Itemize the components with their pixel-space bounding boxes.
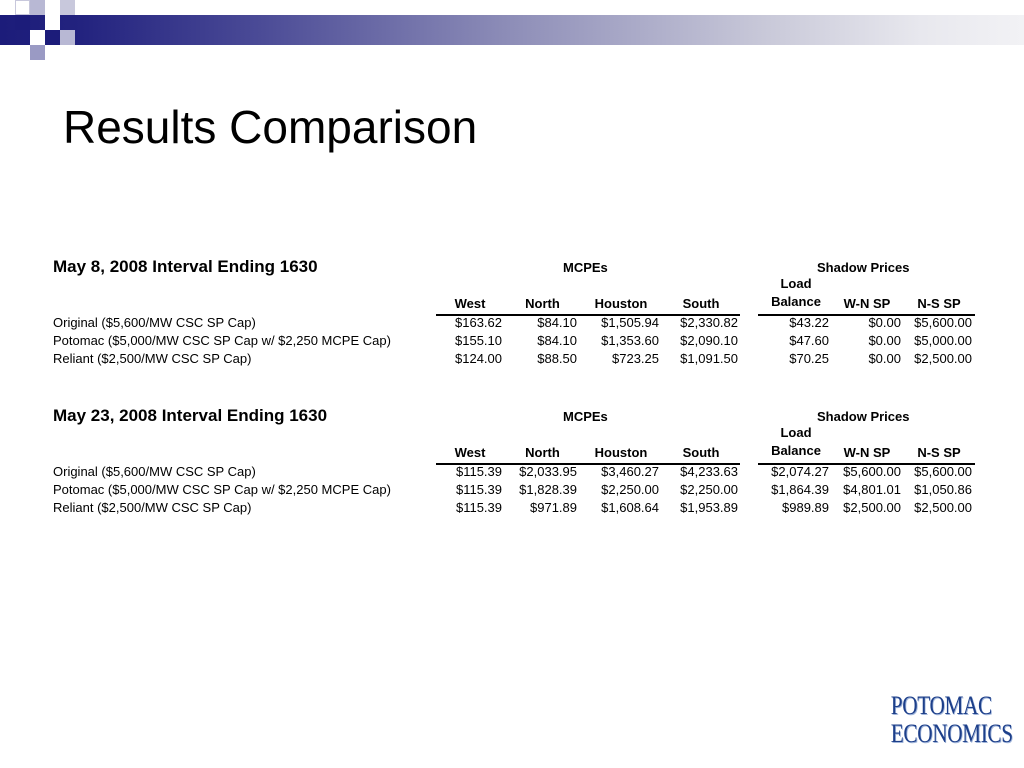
cell-houston: $1,505.94 [601,315,659,330]
table-heading: May 8, 2008 Interval Ending 1630 [53,257,318,276]
header-decoration-square [45,15,60,30]
cell-south: $1,953.89 [680,500,738,515]
cell-houston: $1,608.64 [601,500,659,515]
logo-line-2: ECONOMICS [890,719,1013,748]
cell-wn-sp: $0.00 [868,351,901,366]
col-header-load-balance-line1: Load [780,425,812,440]
cell-ns-sp: $5,000.00 [914,333,972,348]
cell-load-balance: $47.60 [789,333,829,348]
cell-south: $1,091.50 [680,351,738,366]
col-header-houston: Houston [594,445,648,460]
group-title-mcpes: MCPEs [563,260,608,275]
cell-houston: $3,460.27 [601,464,659,479]
col-header-west: West [454,296,486,311]
table-heading: May 23, 2008 Interval Ending 1630 [53,406,328,425]
cell-houston: $1,353.60 [601,333,659,348]
cell-south: $2,330.82 [680,315,738,330]
cell-west: $115.39 [455,500,502,515]
header-decoration-square [60,0,75,15]
cell-north: $1,828.39 [519,482,577,497]
cell-ns-sp: $5,600.00 [914,315,972,330]
cell-ns-sp: $1,050.86 [914,482,972,497]
col-header-ns-sp: N-S SP [917,445,961,460]
group-title-shadow-prices: Shadow Prices [817,409,910,424]
col-header-load-balance-line2: Balance [771,294,821,309]
cell-north: $971.89 [530,500,577,515]
cell-load-balance: $989.89 [782,500,829,515]
col-header-wn-sp: W-N SP [843,445,891,460]
cell-wn-sp: $0.00 [868,333,901,348]
cell-ns-sp: $5,600.00 [914,464,972,479]
cell-north: $84.10 [537,315,577,330]
row-label: Reliant ($2,500/MW CSC SP Cap) [53,351,252,366]
header-rule-shadow [758,463,975,465]
cell-south: $4,233.63 [680,464,738,479]
cell-load-balance: $43.22 [789,315,829,330]
group-title-shadow-prices: Shadow Prices [817,260,910,275]
col-header-load-balance-line2: Balance [771,443,821,458]
col-header-load-balance: Load Balance [760,275,832,311]
cell-wn-sp: $0.00 [868,315,901,330]
col-header-houston: Houston [594,296,648,311]
page-title: Results Comparison [63,101,478,153]
row-label: Reliant ($2,500/MW CSC SP Cap) [53,500,252,515]
row-label: Original ($5,600/MW CSC SP Cap) [53,464,256,479]
header-decoration-square [60,30,75,45]
cell-houston: $723.25 [612,351,659,366]
cell-load-balance: $70.25 [789,351,829,366]
cell-south: $2,250.00 [680,482,738,497]
cell-south: $2,090.10 [680,333,738,348]
header-decoration-square [45,30,60,45]
col-header-south: South [682,296,720,311]
header-rule-mcpes [436,463,740,465]
header-rule-shadow [758,314,975,316]
col-header-west: West [454,445,486,460]
cell-ns-sp: $2,500.00 [914,351,972,366]
cell-wn-sp: $2,500.00 [843,500,901,515]
cell-ns-sp: $2,500.00 [914,500,972,515]
row-label: Potomac ($5,000/MW CSC SP Cap w/ $2,250 … [53,482,391,497]
results-table-2: May 23, 2008 Interval Ending 1630 MCPEs … [0,404,1024,524]
col-header-north: North [525,445,560,460]
header-decoration-square [30,45,45,60]
cell-west: $115.39 [455,482,502,497]
cell-load-balance: $1,864.39 [771,482,829,497]
col-header-ns-sp: N-S SP [917,296,961,311]
cell-wn-sp: $4,801.01 [843,482,901,497]
cell-wn-sp: $5,600.00 [843,464,901,479]
col-header-south: South [682,445,720,460]
cell-north: $84.10 [537,333,577,348]
row-label: Potomac ($5,000/MW CSC SP Cap w/ $2,250 … [53,333,391,348]
potomac-economics-logo: POTOMAC ECONOMICS [880,691,1013,752]
results-table-1: May 8, 2008 Interval Ending 1630 MCPEs S… [0,255,1024,375]
cell-west: $124.00 [455,351,502,366]
cell-north: $2,033.95 [519,464,577,479]
header-decoration-square [30,30,45,45]
col-header-north: North [525,296,560,311]
cell-west: $163.62 [455,315,502,330]
col-header-load-balance: Load Balance [760,424,832,460]
cell-load-balance: $2,074.27 [771,464,829,479]
header-decoration-square [15,15,30,30]
header-decoration-square [15,0,30,15]
cell-houston: $2,250.00 [601,482,659,497]
cell-west: $115.39 [455,464,502,479]
group-title-mcpes: MCPEs [563,409,608,424]
col-header-load-balance-line1: Load [780,276,812,291]
row-label: Original ($5,600/MW CSC SP Cap) [53,315,256,330]
header-decoration-square [30,0,45,15]
cell-north: $88.50 [537,351,577,366]
header-rule-mcpes [436,314,740,316]
header-gradient-band [0,15,1024,45]
cell-west: $155.10 [455,333,502,348]
col-header-wn-sp: W-N SP [843,296,891,311]
logo-line-1: POTOMAC [890,691,992,720]
